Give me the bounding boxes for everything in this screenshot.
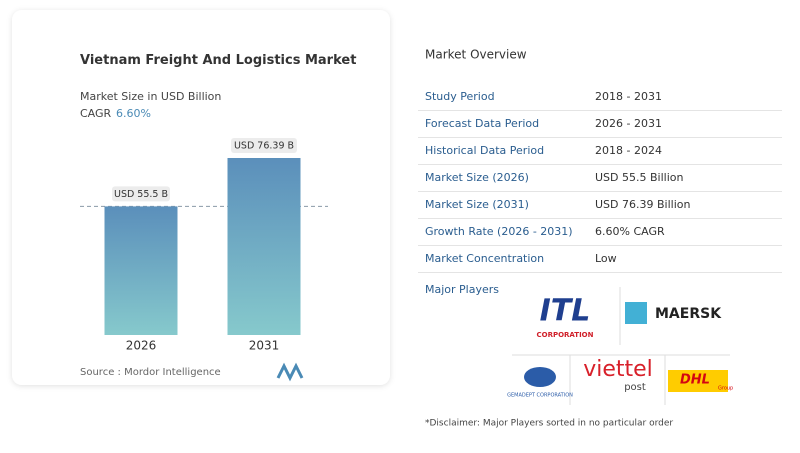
logo-itl: ITL xyxy=(540,294,591,329)
logo-viettel: viettel xyxy=(583,357,653,382)
bars: USD 55.5 B 2026 USD 76.39 B 2031 xyxy=(80,138,328,353)
dhl-bg xyxy=(668,370,728,392)
row-value: 6.60% CAGR xyxy=(595,225,665,238)
overview-title: Market Overview xyxy=(425,48,527,62)
cagr-value: 6.60% xyxy=(116,107,151,120)
row-label: Forecast Data Period xyxy=(425,117,539,130)
row-label: Study Period xyxy=(425,90,495,103)
row-label: Market Size (2026) xyxy=(425,171,529,184)
gemadept-icon xyxy=(524,367,556,387)
logo-grid xyxy=(512,287,730,405)
row-label: Historical Data Period xyxy=(425,144,544,157)
row-label: Market Concentration xyxy=(425,252,544,265)
logo-maersk: MAERSK xyxy=(655,306,722,322)
source-logo xyxy=(276,362,304,382)
bar xyxy=(227,158,301,335)
cagr-label: CAGR xyxy=(80,107,112,120)
row-value: 2018 - 2031 xyxy=(595,90,662,103)
chart-title: Vietnam Freight And Logistics Market xyxy=(80,53,356,68)
overview-table: Study Period 2018 - 2031 Forecast Data Per… xyxy=(418,90,782,273)
row-value: 2026 - 2031 xyxy=(595,117,662,130)
logo-gemadept: GEMADEPT CORPORATION xyxy=(507,393,573,399)
disclaimer: *Disclaimer: Major Players sorted in no … xyxy=(425,419,673,429)
value-label: USD 55.5 B xyxy=(114,189,168,200)
row-value: 2018 - 2024 xyxy=(595,144,662,157)
title-text: Vietnam Freight And Logistics Market xyxy=(80,53,356,68)
row-value: USD 76.39 Billion xyxy=(595,198,690,211)
players-label: Major Players xyxy=(425,283,499,296)
bar xyxy=(104,206,178,335)
logo-viettel-sub: post xyxy=(624,382,646,393)
value-label: USD 76.39 B xyxy=(234,141,294,152)
subtitle: Market Size in USD Billion xyxy=(80,90,221,103)
row-value: USD 55.5 Billion xyxy=(595,171,683,184)
row-label: Market Size (2031) xyxy=(425,198,529,211)
value-label-bg xyxy=(231,138,297,153)
maersk-icon xyxy=(625,302,647,324)
logo-dhl-sub: Group xyxy=(718,386,733,392)
value-label-bg xyxy=(112,186,170,202)
x-tick-label: 2026 xyxy=(126,339,157,353)
row-label: Growth Rate (2026 - 2031) xyxy=(425,225,573,238)
row-value: Low xyxy=(595,252,617,265)
source: Source : Mordor Intelligence xyxy=(80,367,221,378)
x-tick-label: 2031 xyxy=(249,339,280,353)
logo-dhl: DHL xyxy=(680,373,710,388)
logo-itl-sub: CORPORATION xyxy=(536,331,593,339)
